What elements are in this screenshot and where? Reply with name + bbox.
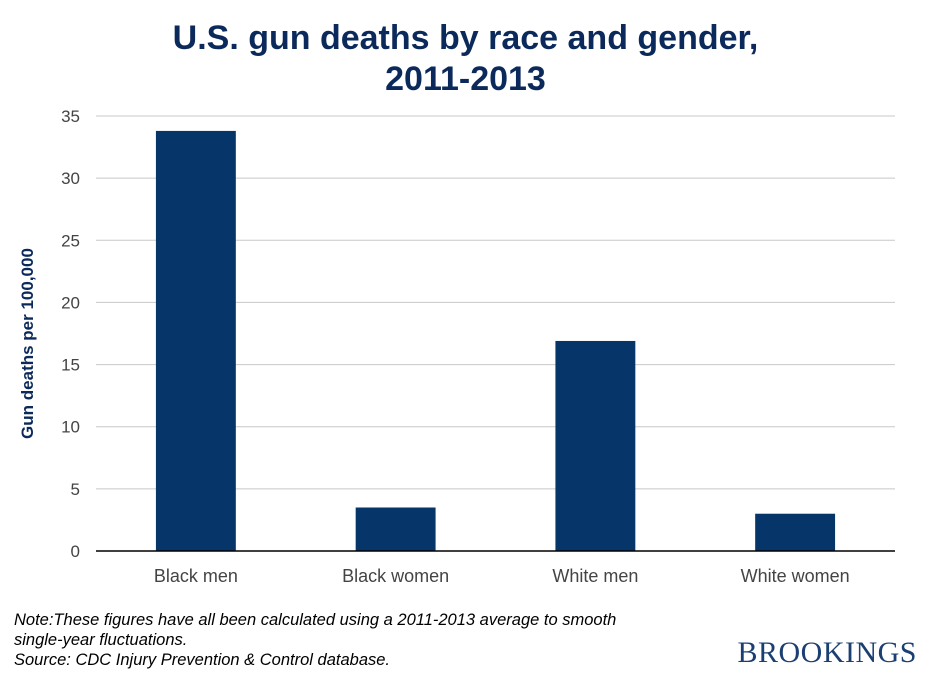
chart-title-line-1: U.S. gun deaths by race and gender, — [172, 19, 759, 57]
y-tick-label: 10 — [61, 418, 80, 437]
y-tick-label: 15 — [61, 356, 80, 375]
chart-title: U.S. gun deaths by race and gender, 2011… — [0, 18, 931, 100]
x-tick-label: White men — [552, 566, 638, 586]
bar-black-women — [355, 507, 436, 551]
y-tick-label: 30 — [61, 169, 80, 188]
y-axis-label: Gun deaths per 100,000 — [18, 248, 37, 439]
y-tick-label: 5 — [71, 480, 80, 499]
y-tick-label: 35 — [61, 107, 80, 126]
bar-black-men — [155, 130, 236, 551]
x-tick-labels: Black men Black women White men White women — [154, 566, 850, 586]
footnote: Note:These figures have all been calcula… — [14, 610, 734, 670]
y-tick-label: 20 — [61, 293, 80, 312]
bar-white-men — [555, 340, 636, 551]
x-tick-label: Black women — [342, 566, 449, 586]
footnote-line-2: single-year fluctuations. — [14, 631, 188, 649]
y-tick-label: 25 — [61, 231, 80, 250]
x-tick-label: Black men — [154, 566, 238, 586]
bars — [155, 130, 836, 551]
y-tick-label: 0 — [71, 542, 80, 561]
y-tick-labels: 0 5 10 15 20 25 30 35 — [61, 107, 80, 561]
footnote-line-1: Note:These figures have all been calcula… — [14, 611, 617, 629]
source-line: Source: CDC Injury Prevention & Control … — [14, 651, 391, 669]
bar-white-women — [755, 513, 836, 551]
chart-title-line-2: 2011-2013 — [385, 60, 546, 98]
x-tick-label: White women — [741, 566, 850, 586]
brookings-logo: BROOKINGS — [737, 636, 917, 669]
